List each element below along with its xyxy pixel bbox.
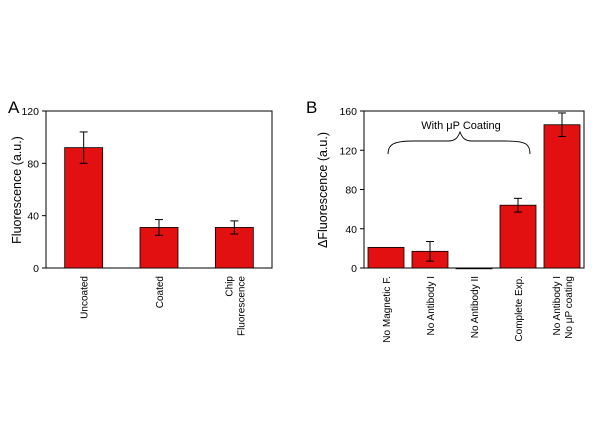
panel-b-brace [387, 130, 531, 155]
panel-b-bars [367, 112, 581, 270]
panel-b-x-labels: No Magnetic F. No Antibody I No Antibody I… [382, 276, 575, 343]
x-tick-label: No μP coating [564, 276, 575, 339]
panel-a-label: A [8, 98, 20, 117]
x-tick-label: No Magnetic F. [382, 276, 393, 343]
x-tick-label: No Antibody II [470, 276, 481, 338]
y-tick-label: 160 [339, 106, 357, 118]
x-tick-label: No Antibody I [552, 276, 563, 335]
x-tick-label: Fluorescence [236, 276, 247, 336]
panel-b: B ΔFluorescence (a.u.) 0 40 80 120 160 With … [306, 98, 585, 343]
x-tick-label: Coated [155, 276, 166, 308]
x-tick-label: No Antibody I [426, 276, 437, 335]
bar [543, 124, 581, 269]
panel-b-y-ticks: 0 40 80 120 160 [339, 106, 364, 275]
y-tick-label: 0 [33, 263, 39, 275]
y-tick-label: 120 [339, 145, 357, 157]
panel-b-label: B [306, 98, 317, 117]
panel-a-y-ticks: 0 40 80 120 [21, 106, 46, 275]
bar [64, 147, 104, 269]
panel-a-ylabel: Fluorescence (a.u.) [10, 136, 24, 244]
panel-a: A Fluorescence (a.u.) 0 40 80 120 Uncoated C… [8, 98, 273, 336]
y-tick-label: 80 [345, 185, 357, 197]
bar [367, 246, 405, 269]
y-tick-label: 80 [27, 158, 39, 170]
y-tick-label: 40 [27, 211, 39, 223]
y-tick-label: 120 [21, 106, 39, 118]
panel-a-bars [64, 131, 254, 269]
x-tick-label: Chip [224, 276, 235, 297]
panel-a-x-labels: Uncoated Coated Chip Fluorescence [80, 276, 248, 336]
y-tick-label: 40 [345, 224, 357, 236]
y-tick-label: 0 [351, 263, 357, 275]
x-tick-label: Complete Exp. [514, 276, 525, 342]
panel-b-annotation: With μP Coating [421, 120, 501, 132]
bar [499, 204, 537, 269]
panel-b-ylabel: ΔFluorescence (a.u.) [316, 132, 330, 248]
x-tick-label: Uncoated [80, 276, 91, 319]
bar [455, 267, 493, 270]
